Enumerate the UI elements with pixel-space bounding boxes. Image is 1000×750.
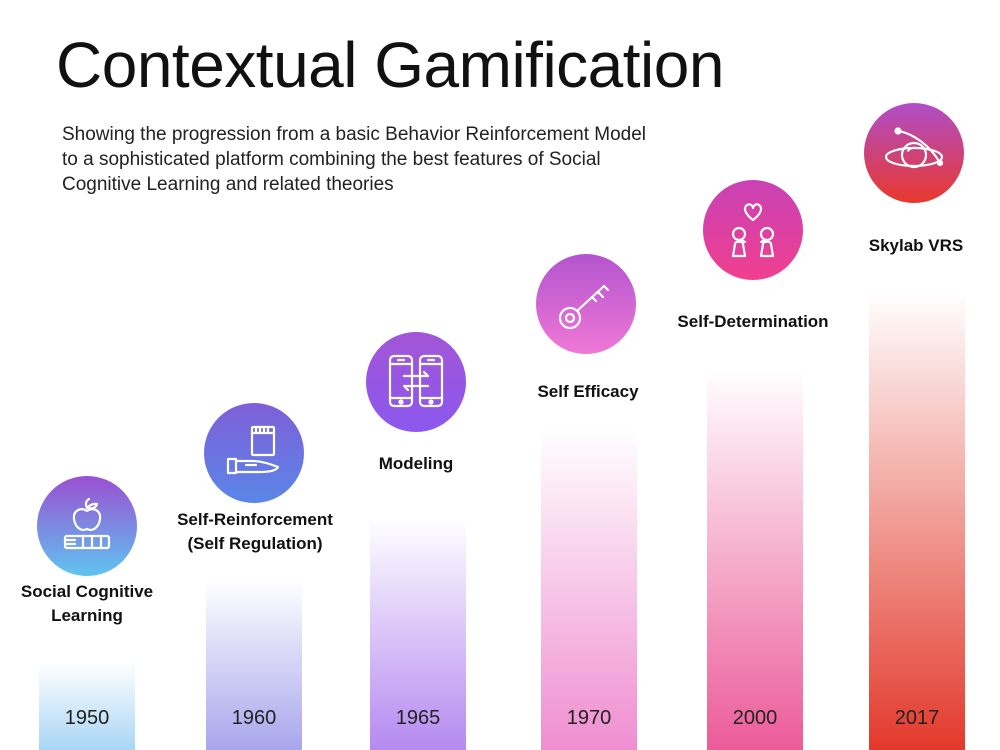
label-line-2: (Self Regulation) [187, 534, 323, 553]
bar-1950 [39, 662, 135, 750]
label-line-2: Learning [51, 606, 123, 625]
stage-1965-icon-circle [366, 332, 466, 432]
bar-1970 [541, 428, 637, 750]
bar-1965 [370, 518, 466, 750]
key-icon [558, 284, 610, 330]
bar-2000 [707, 370, 803, 750]
hand-notepad-icon [226, 425, 280, 475]
stage-1960-icon-circle [204, 403, 304, 503]
stage-2000-icon-circle [703, 180, 803, 280]
apple-books-icon [63, 497, 111, 550]
stage-1970-icon-circle [536, 254, 636, 354]
bar-2017 [869, 292, 965, 750]
year-2017: 2017 [894, 707, 940, 729]
stage-2017-icon-circle [864, 103, 964, 203]
phones-exchange-icon [388, 354, 444, 408]
year-1950: 1950 [64, 707, 110, 729]
label-line-1: Modeling [378, 454, 454, 473]
heart-people-icon [731, 203, 775, 258]
page-title: Contextual Gamification [56, 29, 724, 101]
label-line-1: Social Cognitive [20, 582, 154, 601]
stage-label-skylab-vrs: Skylab VRS [836, 234, 996, 258]
label-line-1: Self-Reinforcement [177, 510, 333, 529]
stage-label-self-efficacy: Self Efficacy [508, 380, 668, 404]
stage-label-social-cognitive-learning: Social Cognitive Learning [7, 580, 167, 628]
bar-1960 [206, 580, 302, 750]
stage-1950-icon-circle [37, 476, 137, 576]
label-line-1: Self-Determination [677, 312, 829, 331]
year-1960: 1960 [231, 707, 277, 729]
stage-label-self-determination: Self-Determination [660, 310, 846, 334]
orbit-planet-icon [884, 127, 944, 169]
stage-label-self-reinforcement: Self-Reinforcement (Self Regulation) [160, 508, 350, 556]
year-1965: 1965 [395, 707, 441, 729]
label-line-1: Self Efficacy [537, 382, 639, 401]
year-1970: 1970 [566, 707, 612, 729]
page-subtitle: Showing the progression from a basic Beh… [62, 124, 647, 195]
label-line-1: Skylab VRS [868, 236, 964, 255]
stage-label-modeling: Modeling [336, 452, 496, 476]
year-2000: 2000 [732, 707, 778, 729]
